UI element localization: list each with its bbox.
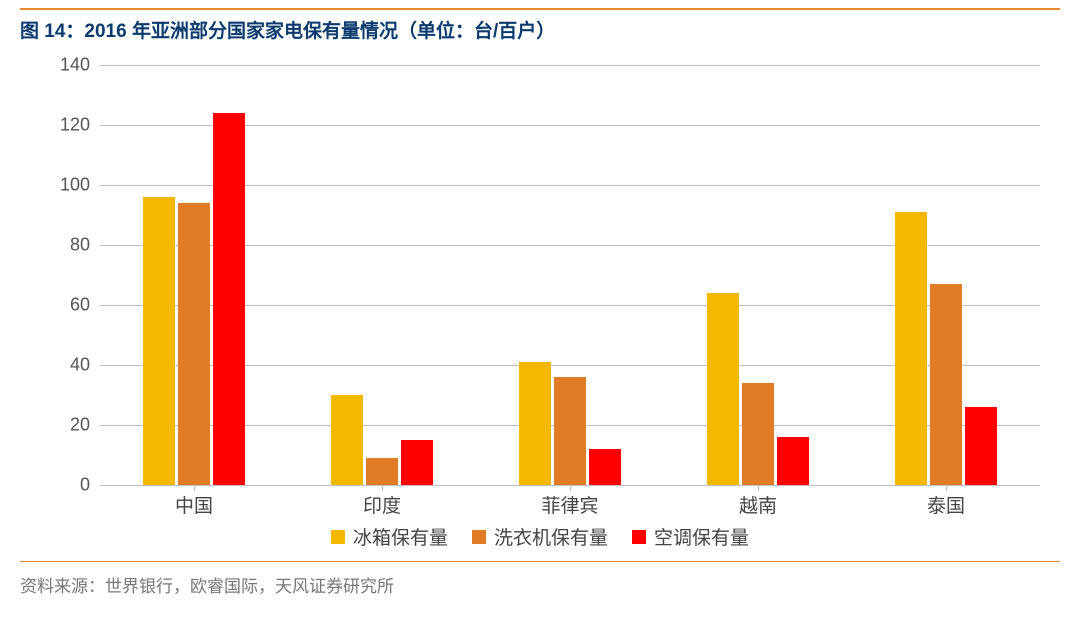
legend-swatch: [632, 530, 646, 544]
x-tick-label: 印度: [363, 491, 401, 518]
gridline: [100, 65, 1040, 66]
bar: [895, 212, 927, 485]
chart-area: 冰箱保有量 洗衣机保有量 空调保有量 0 20 40 60 80 100 120 140 中国 印度 菲…: [20, 55, 1060, 555]
bar: [707, 293, 739, 485]
y-tick-label: 0: [20, 475, 90, 496]
bar: [366, 458, 398, 485]
legend-item: 冰箱保有量: [331, 523, 448, 550]
legend-label: 冰箱保有量: [353, 523, 448, 550]
bar: [213, 113, 245, 485]
x-tick-label: 菲律宾: [541, 491, 598, 518]
x-tick-label: 越南: [739, 491, 777, 518]
y-tick-label: 80: [20, 235, 90, 256]
bar: [178, 203, 210, 485]
y-tick-label: 20: [20, 415, 90, 436]
bar: [554, 377, 586, 485]
figure-title: 图 14：2016 年亚洲部分国家家电保有量情况（单位：台/百户）: [20, 21, 555, 42]
figure-container: 图 14：2016 年亚洲部分国家家电保有量情况（单位：台/百户） 冰箱保有量 洗…: [0, 0, 1080, 623]
bar: [401, 440, 433, 485]
bar: [331, 395, 363, 485]
y-tick-label: 120: [20, 115, 90, 136]
bar: [965, 407, 997, 485]
y-tick-label: 40: [20, 355, 90, 376]
legend-swatch: [472, 530, 486, 544]
y-tick-label: 100: [20, 175, 90, 196]
legend-label: 洗衣机保有量: [494, 523, 608, 550]
legend: 冰箱保有量 洗衣机保有量 空调保有量: [20, 523, 1060, 550]
bar: [930, 284, 962, 485]
legend-swatch: [331, 530, 345, 544]
y-tick-label: 60: [20, 295, 90, 316]
y-tick-label: 140: [20, 55, 90, 76]
x-tick-label: 中国: [175, 491, 213, 518]
source-footer: 资料来源：世界银行，欧睿国际，天风证券研究所: [20, 561, 1060, 597]
legend-label: 空调保有量: [654, 523, 749, 550]
bar: [589, 449, 621, 485]
legend-item: 洗衣机保有量: [472, 523, 608, 550]
bar: [143, 197, 175, 485]
bar: [777, 437, 809, 485]
title-bar: 图 14：2016 年亚洲部分国家家电保有量情况（单位：台/百户）: [20, 8, 1060, 49]
plot-region: [100, 65, 1040, 485]
legend-item: 空调保有量: [632, 523, 749, 550]
bar: [742, 383, 774, 485]
x-tick-label: 泰国: [927, 491, 965, 518]
bar: [519, 362, 551, 485]
